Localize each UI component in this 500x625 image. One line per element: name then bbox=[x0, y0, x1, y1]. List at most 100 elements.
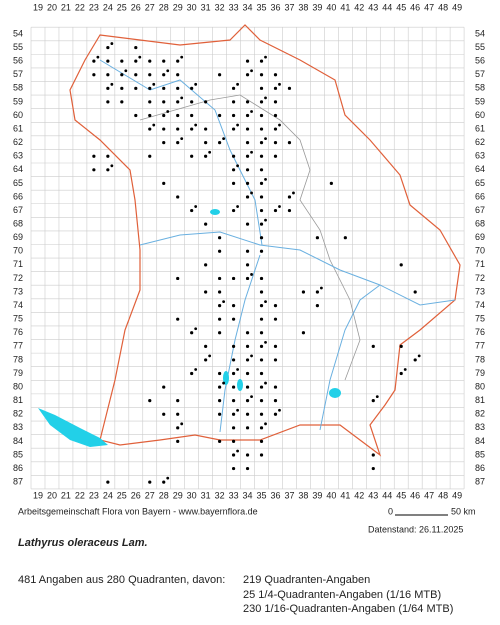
occurrence-dot bbox=[264, 55, 267, 59]
occurrence-dot bbox=[273, 399, 278, 403]
occurrence-dot bbox=[166, 476, 170, 480]
occurrence-dot bbox=[96, 55, 100, 59]
occurrence-dot bbox=[176, 86, 180, 90]
occurrence-dot bbox=[218, 304, 222, 308]
occurrence-dot bbox=[176, 59, 180, 63]
x-label: 28 bbox=[159, 490, 169, 500]
x-label: 22 bbox=[75, 2, 85, 12]
occurrence-dot bbox=[301, 331, 306, 335]
x-label: 42 bbox=[354, 2, 364, 12]
x-label: 27 bbox=[145, 490, 155, 500]
occurrence-dot bbox=[236, 449, 239, 453]
occurrence-dot bbox=[204, 290, 208, 294]
occurrence-dot bbox=[166, 110, 170, 113]
occurrence-dot bbox=[245, 385, 250, 389]
occurrence-dot bbox=[162, 100, 166, 104]
occurrence-dot bbox=[106, 73, 110, 77]
occurrence-dot bbox=[245, 127, 250, 131]
occurrence-dot bbox=[250, 273, 253, 276]
occurrence-dot bbox=[208, 150, 212, 154]
y-label: 63 bbox=[475, 151, 485, 161]
x-label: 49 bbox=[452, 490, 462, 500]
x-label: 42 bbox=[354, 490, 364, 500]
x-label: 32 bbox=[215, 2, 225, 12]
occurrence-dot bbox=[399, 263, 403, 267]
occurrence-dot bbox=[231, 181, 236, 185]
y-label: 62 bbox=[13, 137, 23, 147]
y-label: 79 bbox=[13, 368, 23, 378]
y-label: 63 bbox=[13, 151, 23, 161]
occurrence-dot bbox=[278, 82, 281, 86]
x-label: 38 bbox=[298, 490, 308, 500]
occurrence-dot bbox=[92, 59, 96, 63]
occurrence-dot bbox=[120, 86, 124, 90]
occurrence-dot bbox=[176, 73, 180, 77]
x-label: 30 bbox=[187, 490, 197, 500]
occurrence-dot bbox=[399, 344, 403, 348]
occurrence-dot bbox=[273, 141, 278, 145]
occurrence-dot bbox=[194, 327, 198, 331]
y-label: 67 bbox=[475, 205, 485, 215]
occurrence-dot bbox=[148, 113, 152, 118]
species: Lathyrus oleraceus Lam. bbox=[18, 537, 148, 549]
occurrence-dot bbox=[371, 399, 375, 403]
occurrence-dot bbox=[231, 168, 236, 172]
occurrence-dot bbox=[259, 127, 264, 131]
occurrence-dot bbox=[148, 73, 152, 77]
occurrence-dot bbox=[273, 412, 278, 416]
occurrence-dot bbox=[106, 59, 110, 63]
river bbox=[139, 231, 456, 306]
occurrence-dot bbox=[218, 73, 222, 77]
occurrence-dot bbox=[399, 371, 403, 376]
x-label: 21 bbox=[61, 2, 71, 12]
occurrence-dot bbox=[329, 181, 333, 185]
occurrence-dot bbox=[273, 358, 278, 362]
occurrence-dot bbox=[231, 399, 236, 403]
occurrence-dot bbox=[106, 154, 110, 158]
occurrence-dot bbox=[259, 385, 264, 389]
credit: Arbeitsgemeinschaft Flora von Bayern - w… bbox=[18, 506, 258, 516]
occurrence-dot bbox=[250, 354, 253, 358]
y-label: 66 bbox=[13, 191, 23, 201]
occurrence-dot bbox=[134, 86, 138, 90]
y-label: 77 bbox=[475, 341, 485, 351]
occurrence-dot bbox=[218, 371, 222, 376]
y-label: 78 bbox=[475, 354, 485, 364]
occurrence-dot bbox=[194, 368, 198, 371]
x-label: 44 bbox=[382, 2, 392, 12]
occurrence-dot bbox=[278, 408, 281, 412]
x-label: 28 bbox=[159, 2, 169, 12]
x-label: 26 bbox=[131, 2, 141, 12]
occurrence-dot bbox=[264, 96, 267, 100]
occurrence-dot bbox=[273, 317, 278, 321]
x-label: 40 bbox=[326, 2, 336, 12]
occurrence-dot bbox=[273, 127, 278, 131]
occurrence-dot bbox=[245, 100, 250, 104]
lake bbox=[210, 209, 220, 215]
occurrence-dot bbox=[287, 141, 292, 145]
occurrence-dot bbox=[162, 412, 166, 416]
occurrence-dot bbox=[245, 195, 250, 199]
x-label: 24 bbox=[103, 490, 113, 500]
x-label: 35 bbox=[257, 490, 267, 500]
y-label: 59 bbox=[13, 96, 23, 106]
y-label: 64 bbox=[475, 164, 485, 174]
occurrence-dot bbox=[259, 236, 264, 240]
occurrence-dot bbox=[120, 59, 124, 63]
x-label: 47 bbox=[424, 490, 434, 500]
occurrence-dot bbox=[245, 73, 250, 77]
occurrence-dot bbox=[231, 208, 236, 213]
x-label: 34 bbox=[243, 2, 253, 12]
occurrence-dot bbox=[371, 453, 375, 457]
occurrence-dot bbox=[204, 344, 208, 348]
occurrence-dot bbox=[92, 154, 96, 158]
y-label: 61 bbox=[13, 123, 23, 133]
occurrence-dot bbox=[245, 331, 250, 335]
occurrence-dot bbox=[134, 73, 138, 77]
occurrence-dot bbox=[148, 399, 152, 403]
occurrence-dot bbox=[231, 439, 236, 443]
occurrence-dot bbox=[218, 249, 222, 253]
occurrence-dot bbox=[273, 73, 278, 77]
occurrence-dot bbox=[190, 127, 194, 131]
